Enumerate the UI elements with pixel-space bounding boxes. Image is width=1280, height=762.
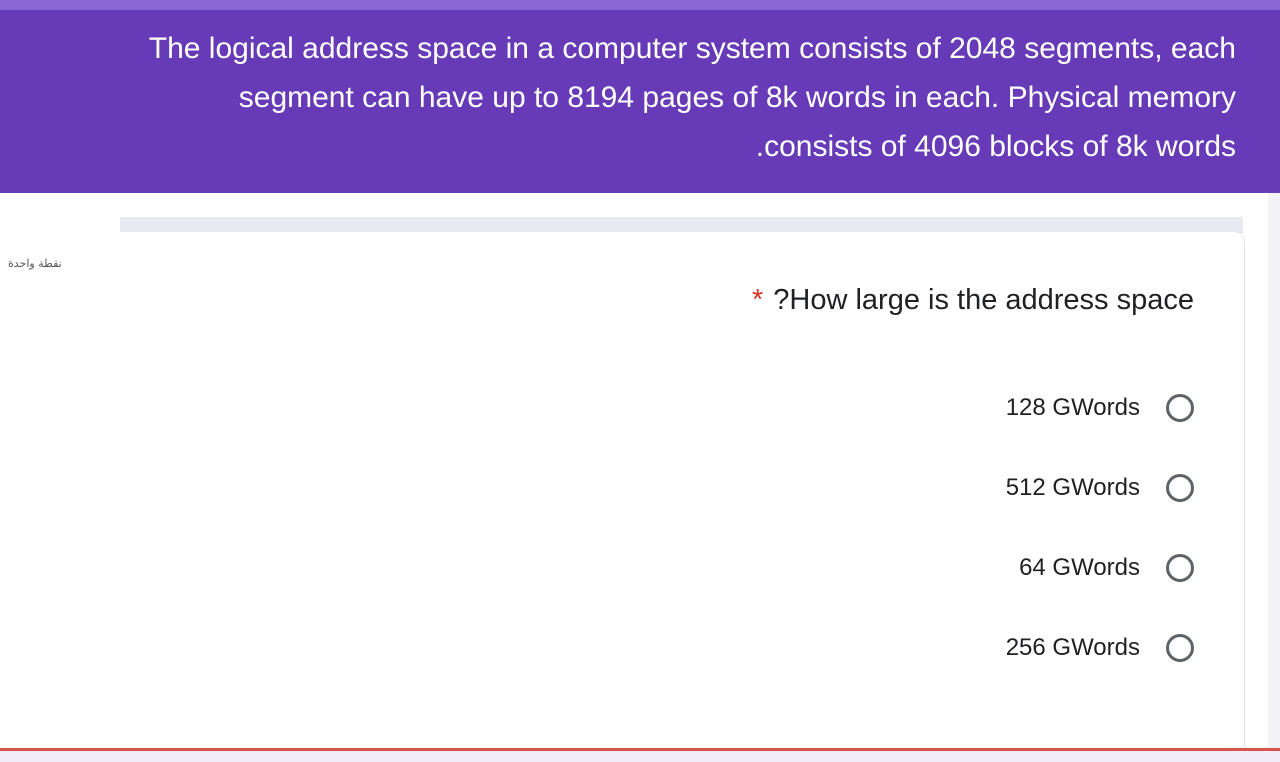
- required-asterisk: *: [751, 284, 764, 316]
- question-title: ?How large is the address space: [773, 284, 1194, 316]
- radio-button[interactable]: [1166, 394, 1194, 422]
- option-label: 512 GWords: [1005, 474, 1140, 501]
- question-card: [0, 232, 1245, 748]
- option-256-gwords[interactable]: 256 GWords: [1006, 628, 1194, 668]
- card-bottom-border: [0, 748, 1280, 751]
- question-title-row: * ?How large is the address space: [752, 284, 1194, 317]
- points-label: نقطة واحدة: [8, 257, 62, 270]
- radio-button[interactable]: [1166, 554, 1194, 582]
- option-label: 128 GWords: [1005, 394, 1140, 421]
- header-accent-strip: [0, 0, 1280, 10]
- header-text-line: segment can have up to 8194 pages of 8k …: [238, 81, 1236, 114]
- option-label: 256 GWords: [1005, 634, 1140, 661]
- radio-button[interactable]: [1166, 474, 1194, 502]
- section-divider: [120, 217, 1243, 233]
- option-64-gwords[interactable]: 64 GWords: [1019, 548, 1194, 588]
- page-background-strip: [0, 751, 1280, 762]
- page-edge: [1268, 193, 1280, 748]
- header-text-line: The logical address space in a computer …: [148, 32, 1236, 65]
- option-512-gwords[interactable]: 512 GWords: [1006, 468, 1194, 508]
- header-text-line: .consists of 4096 blocks of 8k words: [755, 130, 1236, 163]
- section-header: The logical address space in a computer …: [0, 10, 1280, 193]
- option-128-gwords[interactable]: 128 GWords: [1006, 388, 1194, 428]
- radio-button[interactable]: [1166, 634, 1194, 662]
- option-label: 64 GWords: [1019, 554, 1140, 581]
